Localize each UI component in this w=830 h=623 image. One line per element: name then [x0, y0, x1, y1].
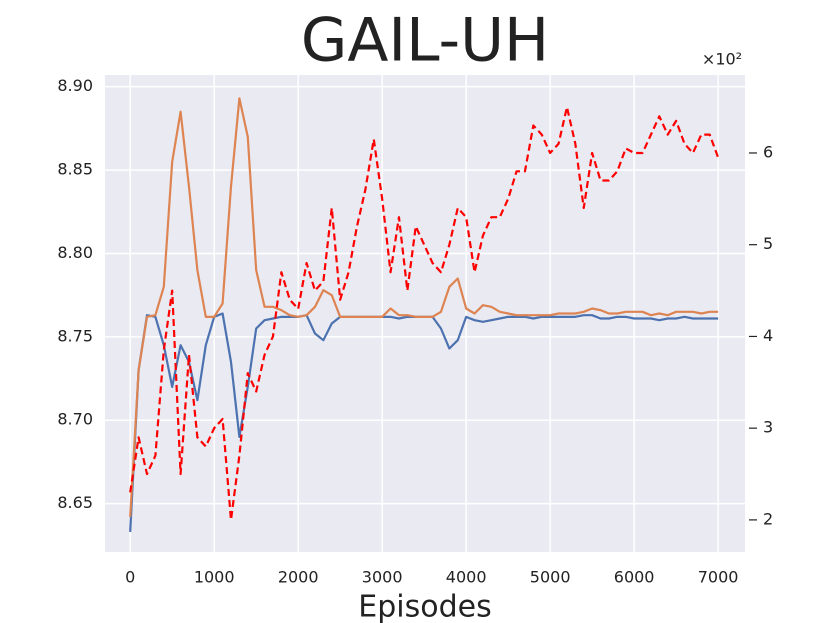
y-tick-label: 8.70: [57, 410, 93, 429]
x-tick-label: 1000: [194, 568, 235, 587]
y2-tick-label: 5: [763, 234, 773, 253]
x-tick-label: 5000: [530, 568, 571, 587]
series-line: [129, 97, 719, 518]
y2-tick-label: 4: [763, 326, 773, 345]
y-tick-label: 8.80: [57, 243, 93, 262]
x-axis-label: Episodes: [358, 590, 491, 623]
x-tick-label: 4000: [446, 568, 487, 587]
x-tick-label: 3000: [362, 568, 403, 587]
y-tick-label: 8.75: [57, 326, 93, 345]
x-tick-label: 7000: [698, 568, 739, 587]
y2-multiplier: ×10²: [702, 50, 742, 69]
y-tick-label: 8.65: [57, 493, 93, 512]
series-line: [129, 106, 720, 521]
chart-title: GAIL-UH: [301, 6, 549, 76]
x-tick-label: 2000: [278, 568, 319, 587]
y2-tick-label: 6: [763, 142, 773, 161]
y2-tick-label: 2: [763, 509, 773, 528]
y-tick-label: 8.85: [57, 160, 93, 179]
x-tick-label: 6000: [614, 568, 655, 587]
x-tick-label: 0: [125, 568, 135, 587]
y-tick-label: 8.90: [57, 76, 93, 95]
y2-tick-label: 3: [763, 418, 773, 437]
plot-area: [105, 75, 745, 552]
